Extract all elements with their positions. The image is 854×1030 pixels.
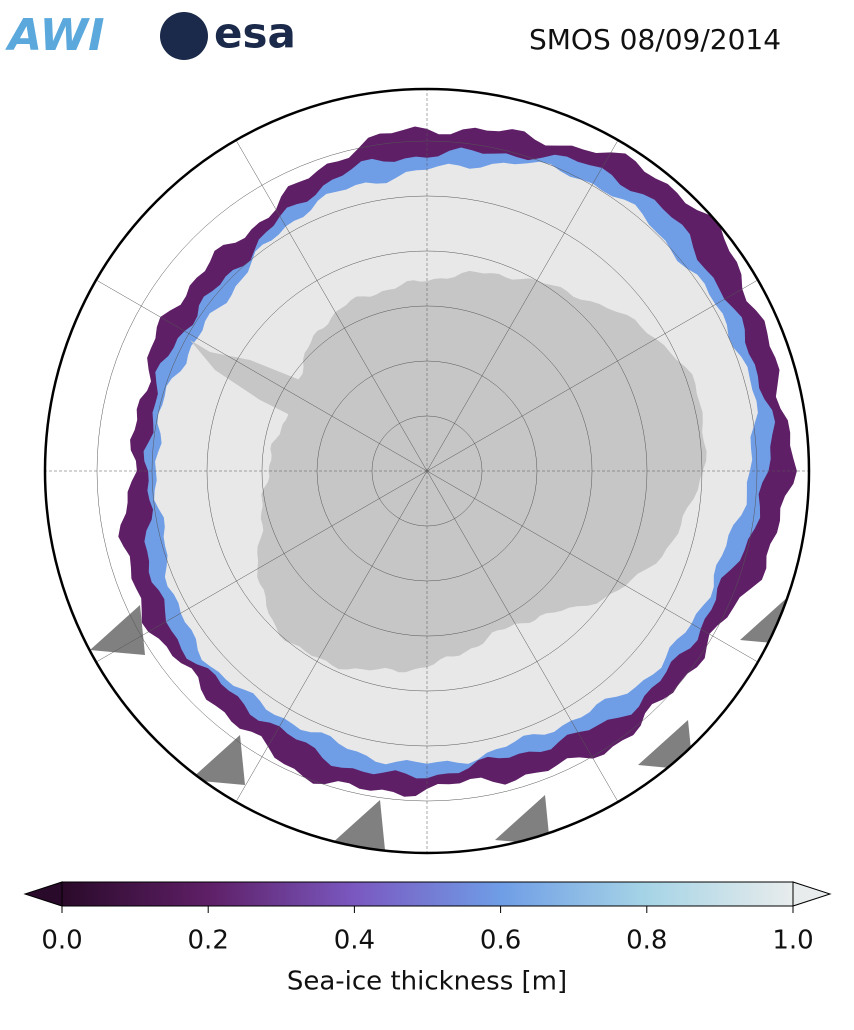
land-patch xyxy=(190,735,245,785)
colorbar-tick-label: 0.6 xyxy=(480,926,521,956)
graticule xyxy=(426,124,628,472)
map-border xyxy=(43,87,811,855)
colorbar-tick-label: 0.0 xyxy=(41,926,82,956)
colorbar-tick-label: 0.8 xyxy=(626,926,667,956)
colorbar-tick-label: 0.4 xyxy=(334,926,375,956)
colorbar-extend-low xyxy=(23,881,63,907)
map xyxy=(45,89,809,853)
graticule xyxy=(226,470,428,818)
awi-logo: AWI xyxy=(5,10,105,61)
graticule xyxy=(426,470,628,818)
colorbar-tick-label: 1.0 xyxy=(772,926,813,956)
graticule xyxy=(226,124,428,472)
esa-logo: esa xyxy=(214,9,296,58)
colorbar-gradient xyxy=(61,881,794,907)
graticule xyxy=(80,470,428,672)
colorbar: 0.0 0.2 0.4 0.6 0.8 1.0 xyxy=(23,881,832,956)
land-patch xyxy=(330,800,385,850)
esa-emblem xyxy=(160,12,208,60)
land-patch xyxy=(495,795,550,845)
colorbar-extend-high xyxy=(792,881,832,907)
graticule xyxy=(80,270,428,472)
logos: AWI esa xyxy=(5,9,296,62)
peninsula xyxy=(190,340,300,420)
colorbar-tick-label: 0.2 xyxy=(188,926,229,956)
graticule xyxy=(426,470,774,672)
graticule xyxy=(426,270,774,472)
colorbar-label: Sea-ice thickness [m] xyxy=(287,967,567,997)
title: SMOS 08/09/2014 xyxy=(529,23,781,56)
